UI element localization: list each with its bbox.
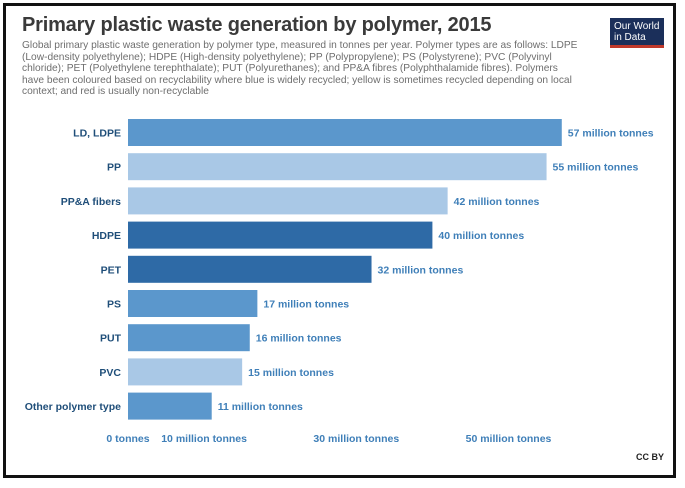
bar-5[interactable]: [128, 290, 258, 317]
category-label-1: PP: [107, 162, 121, 174]
value-label-7: 15 million tonnes: [248, 367, 334, 379]
license-label[interactable]: CC BY: [636, 452, 665, 462]
value-label-5: 17 million tonnes: [263, 299, 349, 311]
value-label-4: 32 million tonnes: [378, 264, 464, 276]
value-label-8: 11 million tonnes: [218, 401, 303, 413]
bar-0[interactable]: [128, 119, 562, 146]
chart-subtitle: Global primary plastic waste generation …: [22, 40, 578, 97]
value-label-0: 57 million tonnes: [568, 128, 654, 140]
bar-4[interactable]: [128, 255, 372, 283]
bar-2[interactable]: [128, 187, 448, 215]
bar-7[interactable]: [128, 358, 243, 386]
category-label-4: PET: [101, 264, 122, 276]
bar-3[interactable]: [128, 221, 433, 249]
chart-title: Primary plastic waste generation by poly…: [22, 14, 492, 36]
bar-1[interactable]: [128, 153, 547, 181]
x-tick-label-1: 10 million tonnes: [161, 433, 247, 445]
logo-line-2: in Data: [614, 32, 646, 43]
category-label-7: PVC: [99, 367, 121, 379]
category-label-6: PUT: [100, 333, 122, 345]
x-tick-label-0: 0 tonnes: [106, 433, 149, 445]
category-label-8: Other polymer type: [25, 401, 121, 413]
x-tick-label-3: 50 million tonnes: [466, 433, 552, 445]
category-label-3: HDPE: [92, 230, 121, 242]
category-label-0: LD, LDPE: [73, 128, 121, 140]
owid-logo[interactable]: Our World in Data: [610, 18, 664, 48]
x-tick-label-2: 30 million tonnes: [313, 433, 399, 445]
bar-6[interactable]: [128, 324, 250, 352]
value-label-3: 40 million tonnes: [438, 230, 524, 242]
bar-8[interactable]: [128, 392, 212, 420]
value-label-2: 42 million tonnes: [454, 196, 540, 208]
value-label-1: 55 million tonnes: [553, 162, 639, 174]
category-label-2: PP&A fibers: [61, 196, 121, 208]
category-label-5: PS: [107, 299, 121, 311]
value-label-6: 16 million tonnes: [256, 333, 342, 345]
logo-line-1: Our World: [614, 21, 660, 32]
